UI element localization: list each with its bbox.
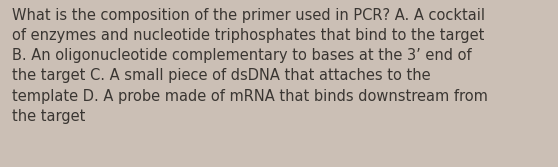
Text: What is the composition of the primer used in PCR? A. A cocktail
of enzymes and : What is the composition of the primer us… [12, 8, 488, 124]
